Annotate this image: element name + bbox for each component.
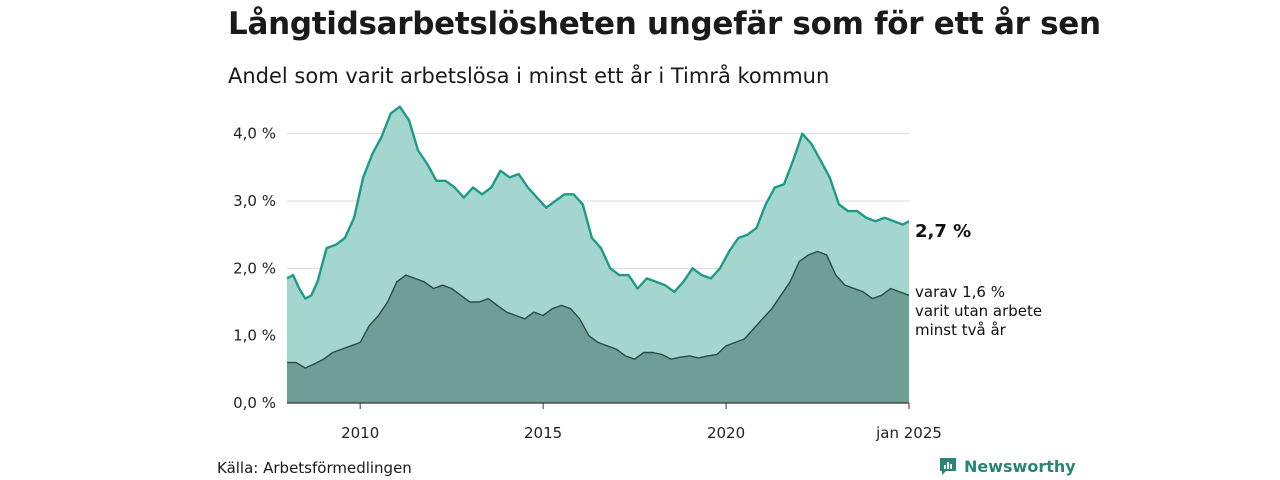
newsworthy-logo-icon [940, 458, 956, 475]
y-tick-label: 1,0 % [233, 327, 276, 345]
x-tick-label: 2010 [341, 424, 379, 442]
chart-title: Långtidsarbetslösheten ungefär som för e… [228, 6, 1101, 42]
sub-end-label-line: minst två år [915, 321, 1007, 339]
x-tick-label: jan 2025 [875, 424, 942, 442]
series-area-2 [287, 251, 909, 403]
main-end-label: 2,7 % [915, 221, 971, 242]
y-tick-label: 3,0 % [233, 192, 276, 210]
brand: Newsworthy [938, 456, 1076, 476]
x-tick-label: 2020 [707, 424, 745, 442]
sub-end-label-line: varit utan arbete [915, 302, 1042, 320]
y-tick-label: 4,0 % [233, 125, 276, 143]
axes: 0,0 % 1,0 % 2,0 % 3,0 % 4,0 % 2010 2015 2020 jan… [233, 125, 942, 442]
y-tick-label: 0,0 % [233, 394, 276, 412]
x-tick-label: 2015 [524, 424, 562, 442]
series-line-2 [287, 250, 910, 369]
series-line-1 [286, 105, 910, 300]
series-areas [286, 105, 910, 403]
brand-name: Newsworthy [964, 456, 1076, 476]
sub-end-label-line: varav 1,6 % [915, 283, 1005, 301]
chart-subtitle: Andel som varit arbetslösa i minst ett å… [228, 64, 830, 88]
source-note: Källa: Arbetsförmedlingen [217, 459, 412, 477]
y-tick-label: 2,0 % [233, 259, 276, 277]
